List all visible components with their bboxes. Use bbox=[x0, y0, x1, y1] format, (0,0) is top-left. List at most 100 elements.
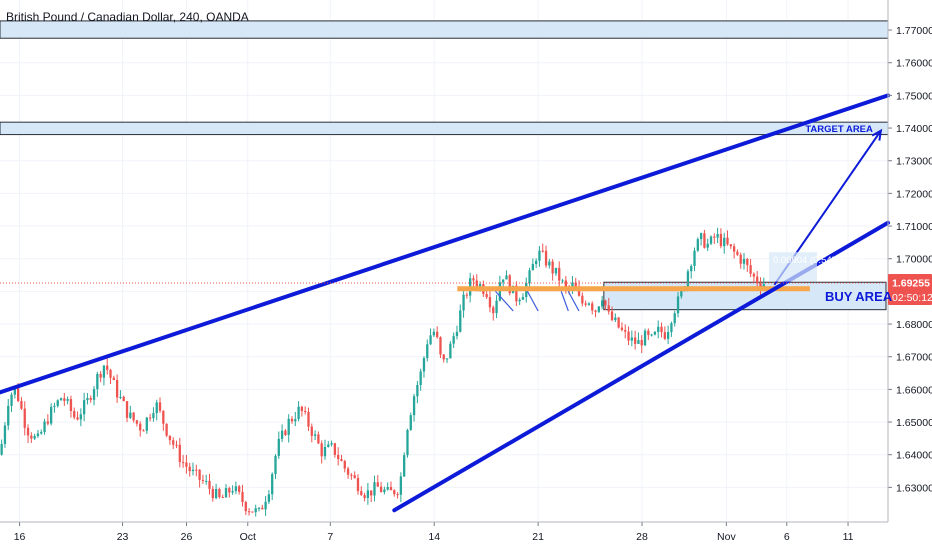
candle-body bbox=[201, 479, 205, 481]
candle-body bbox=[587, 303, 591, 305]
candle-body bbox=[723, 237, 726, 247]
candle-body bbox=[294, 419, 297, 422]
candle-body bbox=[703, 233, 706, 248]
candle-body bbox=[211, 488, 214, 499]
candle-body bbox=[280, 430, 284, 439]
candle-body bbox=[518, 299, 521, 302]
candle-body bbox=[571, 282, 574, 289]
candle-body bbox=[231, 491, 234, 493]
candle-body bbox=[251, 511, 254, 513]
candles bbox=[0, 227, 765, 517]
candle-body bbox=[676, 296, 680, 314]
candle-body bbox=[356, 477, 360, 492]
candle-body bbox=[472, 278, 475, 281]
candle-body bbox=[680, 290, 683, 297]
candle-body bbox=[175, 444, 178, 446]
candle-body bbox=[426, 344, 429, 359]
candle-body bbox=[739, 254, 742, 264]
candle-body bbox=[534, 260, 538, 265]
candle-body bbox=[0, 443, 3, 455]
candle-body bbox=[63, 398, 66, 401]
candle-body bbox=[221, 497, 224, 499]
candle-body bbox=[600, 300, 604, 307]
candle-body bbox=[699, 233, 703, 240]
candle-body bbox=[495, 300, 498, 314]
candle-body bbox=[756, 276, 759, 284]
candle-body bbox=[178, 444, 181, 463]
candle-body bbox=[657, 326, 660, 332]
candle-body bbox=[82, 400, 86, 415]
candle-body bbox=[643, 330, 647, 346]
candle-body bbox=[561, 280, 564, 282]
candle-body bbox=[129, 412, 132, 418]
price-tick-label: 1.66000 bbox=[896, 384, 932, 396]
candle-body bbox=[581, 295, 584, 304]
candle-body bbox=[360, 491, 363, 496]
candle-body bbox=[732, 246, 736, 252]
drawings bbox=[0, 93, 890, 513]
candle-body bbox=[20, 400, 23, 409]
price-tick-label: 1.71000 bbox=[896, 221, 932, 233]
time-tick-label: 21 bbox=[532, 531, 544, 543]
candle-body bbox=[403, 455, 406, 477]
candle-body bbox=[505, 275, 508, 280]
pointer-arrow bbox=[560, 291, 569, 312]
candle-body bbox=[257, 507, 261, 509]
candle-body bbox=[528, 270, 531, 284]
candle-body bbox=[640, 340, 643, 346]
candle-body bbox=[13, 388, 17, 395]
candle-body bbox=[46, 421, 49, 424]
time-tick-label: 6 bbox=[784, 531, 790, 543]
buy-area-label: BUY AREA bbox=[825, 289, 893, 304]
candle-body bbox=[693, 250, 696, 267]
candle-body bbox=[736, 251, 739, 255]
candle-body bbox=[449, 343, 452, 359]
candle-body bbox=[307, 411, 310, 427]
time-tick-label: 7 bbox=[327, 531, 333, 543]
candle-body bbox=[716, 233, 719, 238]
candle-body bbox=[709, 236, 713, 244]
candle-body bbox=[10, 394, 13, 406]
candle-body bbox=[386, 487, 389, 490]
candle-body bbox=[544, 250, 548, 266]
candle-body bbox=[620, 327, 624, 330]
candle-body bbox=[271, 474, 274, 495]
candle-body bbox=[125, 401, 129, 418]
candle-body bbox=[515, 285, 518, 302]
candle-body bbox=[30, 435, 33, 439]
candle-body bbox=[729, 244, 732, 247]
candle-body bbox=[412, 396, 416, 416]
candle-body bbox=[637, 340, 640, 344]
candle-body bbox=[366, 490, 370, 498]
candle-body bbox=[762, 284, 765, 288]
candle-body bbox=[663, 332, 666, 339]
candle-body bbox=[406, 429, 409, 456]
candle-body bbox=[158, 402, 162, 411]
candle-body bbox=[234, 486, 238, 492]
candle-body bbox=[564, 280, 567, 288]
candle-body bbox=[277, 438, 280, 456]
candle-body bbox=[541, 250, 544, 252]
candle-body bbox=[604, 300, 607, 306]
candle-body bbox=[389, 487, 393, 491]
candle-body bbox=[554, 267, 558, 274]
candle-body bbox=[195, 469, 198, 471]
time-tick-label: Oct bbox=[240, 531, 256, 543]
price-tick-label: 1.63000 bbox=[896, 482, 932, 494]
candle-body bbox=[558, 267, 561, 281]
candle-body bbox=[439, 337, 442, 355]
candle-body bbox=[191, 469, 195, 472]
candle-body bbox=[442, 354, 445, 360]
candle-body bbox=[139, 423, 142, 431]
candle-body bbox=[228, 488, 231, 493]
candle-body bbox=[181, 462, 185, 464]
candle-body bbox=[617, 317, 620, 328]
candle-body bbox=[538, 250, 541, 261]
target-zone bbox=[0, 121, 889, 136]
candle-body bbox=[521, 297, 525, 300]
annotation-labels: 0.00904 (0.54%) 90.4 TARGET AREA BUY AREA bbox=[773, 124, 893, 304]
candle-body bbox=[152, 413, 155, 419]
candle-body bbox=[548, 261, 551, 266]
